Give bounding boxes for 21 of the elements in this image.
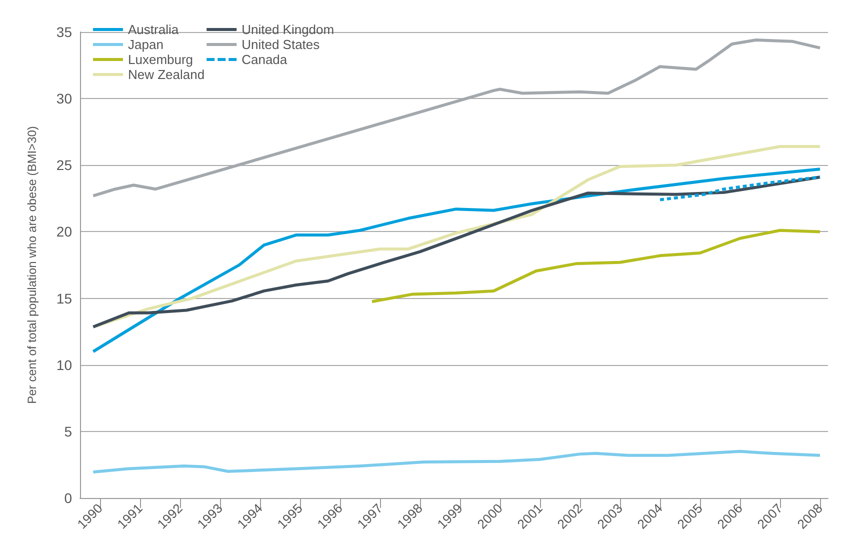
legend-label: Canada: [242, 52, 288, 67]
line-series: [370, 228, 822, 304]
y-tick-label: 15: [56, 290, 72, 306]
legend-label: United Kingdom: [242, 22, 334, 37]
line-series: [658, 176, 822, 202]
y-tick-label: 30: [56, 90, 72, 107]
y-tick-label: 25: [56, 157, 72, 174]
legend-label: Luxemburg: [128, 52, 194, 67]
y-tick-label: 10: [56, 356, 72, 373]
y-tick-label: 20: [56, 224, 72, 240]
y-tick-label: 0: [64, 490, 72, 506]
line-series: [92, 168, 822, 354]
y-tick-label: 35: [56, 24, 72, 40]
legend-label: Australia: [128, 22, 180, 37]
line-series: [92, 176, 822, 328]
y-tick-label: 5: [64, 423, 72, 440]
y-axis-title: Per cent of total population who are obese (BMI>30): [25, 126, 39, 404]
legend-label: United States: [242, 37, 320, 52]
legend-label: Japan: [128, 37, 164, 52]
legend-label: New Zealand: [128, 67, 205, 82]
line-series: [92, 450, 822, 474]
